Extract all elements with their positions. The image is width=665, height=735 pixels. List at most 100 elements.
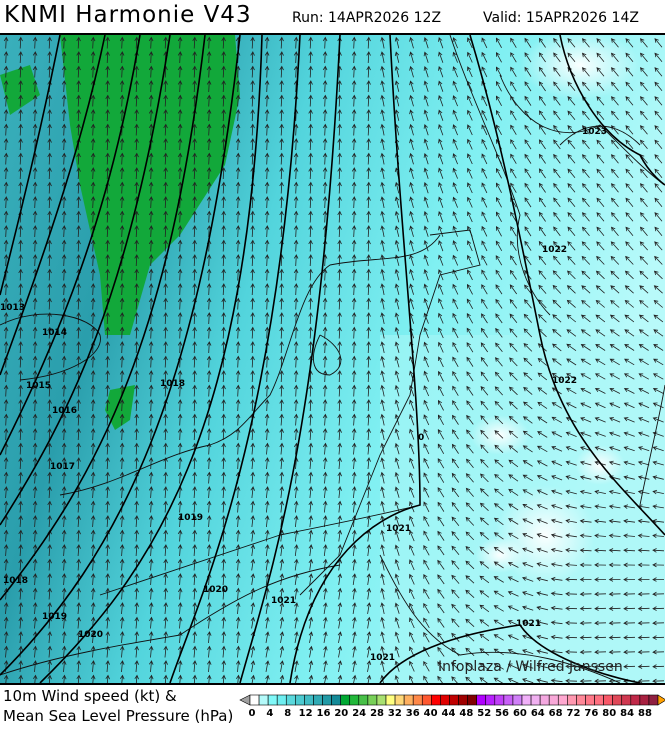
wind-arrow: [493, 663, 504, 670]
wind-arrow: [61, 94, 67, 107]
wind-arrow: [466, 298, 474, 309]
legend-color-box: [557, 694, 568, 706]
wind-arrow: [177, 616, 183, 629]
wind-arrow: [452, 356, 459, 367]
wind-arrow: [250, 225, 255, 238]
wind-arrow: [366, 152, 371, 165]
wind-arrow: [308, 312, 313, 325]
wind-arrow: [624, 299, 634, 308]
wind-arrow: [192, 471, 197, 484]
wind-arrow: [192, 399, 197, 412]
wind-arrow: [76, 500, 81, 513]
wind-arrow: [536, 460, 548, 467]
wind-arrow: [609, 388, 621, 394]
wind-arrow: [119, 152, 125, 165]
wind-arrow: [3, 225, 9, 238]
wind-arrow: [134, 283, 139, 296]
wind-arrow: [192, 181, 197, 194]
wind-arrow: [524, 240, 532, 251]
wind-arrow: [510, 52, 517, 63]
wind-arrow: [235, 384, 241, 397]
wind-arrow: [551, 358, 562, 366]
wind-arrow: [294, 544, 299, 557]
wind-arrow: [579, 635, 592, 640]
wind-arrow: [409, 414, 415, 426]
wind-arrow: [76, 355, 81, 368]
wind-arrow: [308, 152, 313, 165]
wind-arrow: [264, 428, 270, 441]
wind-arrow: [337, 544, 343, 557]
wind-arrow: [235, 645, 241, 658]
wind-arrow: [409, 225, 414, 237]
wind-arrow: [293, 428, 299, 441]
wind-arrow: [595, 344, 606, 351]
wind-arrow: [352, 660, 357, 672]
wind-arrow: [522, 460, 533, 467]
wind-arrow: [366, 428, 371, 441]
legend-color-box: [621, 694, 632, 706]
wind-arrow: [608, 533, 621, 539]
wind-arrow: [264, 326, 270, 339]
wind-arrow: [366, 167, 371, 180]
wind-arrow: [581, 139, 590, 149]
wind-arrow: [221, 312, 226, 325]
wind-arrow: [451, 545, 460, 555]
wind-arrow: [565, 518, 577, 524]
wind-arrow: [566, 314, 577, 323]
wind-arrow: [524, 37, 532, 48]
wind-arrow: [119, 442, 125, 455]
wind-arrow: [177, 457, 183, 470]
wind-arrow: [494, 357, 503, 367]
wind-arrow: [639, 110, 648, 120]
isobar-label: 1022: [542, 245, 567, 255]
wind-arrow: [90, 515, 96, 528]
wind-arrow: [163, 181, 168, 194]
wind-arrow: [177, 36, 183, 49]
wind-arrow: [90, 355, 96, 368]
wind-arrow: [423, 399, 430, 411]
wind-arrow: [380, 616, 385, 629]
wind-arrow: [105, 268, 110, 281]
wind-arrow: [18, 341, 23, 354]
wind-arrow: [18, 558, 23, 571]
wind-arrow: [594, 606, 607, 611]
wind-arrow: [235, 457, 241, 470]
wind-arrow: [148, 616, 154, 629]
wind-arrow: [105, 370, 110, 383]
wind-arrow: [3, 500, 9, 513]
wind-arrow: [47, 645, 52, 658]
wind-arrow: [250, 297, 255, 310]
wind-arrow: [452, 153, 458, 165]
wind-arrow: [380, 196, 385, 208]
wind-arrow: [192, 326, 197, 339]
wind-arrow: [409, 196, 414, 208]
wind-arrow: [90, 573, 96, 586]
isobar-label: 1022: [552, 376, 577, 386]
wind-arrow: [565, 591, 578, 597]
wind-arrow: [394, 544, 400, 556]
wind-arrow: [394, 559, 400, 571]
wind-arrow: [177, 80, 183, 93]
wind-arrow: [409, 51, 414, 63]
wind-arrow: [351, 109, 357, 122]
legend-title-pressure: Mean Sea Level Pressure (hPa): [3, 707, 234, 725]
wind-arrow: [481, 196, 488, 208]
wind-arrow: [566, 343, 577, 352]
wind-arrow: [279, 297, 284, 310]
wind-speed-color-scale: 0 4 8 12 16 20 24 28 32 36 40 44 48 52 56 60 64 68 72 76 80 8…: [239, 694, 665, 719]
wind-arrow: [221, 645, 226, 658]
wind-arrow: [380, 326, 385, 339]
wind-arrow: [105, 384, 110, 397]
wind-arrow: [596, 241, 605, 251]
wind-arrow: [595, 299, 605, 308]
wind-arrow: [479, 619, 490, 627]
wind-arrow: [437, 472, 445, 483]
wind-arrow: [76, 573, 81, 586]
wind-arrow: [18, 384, 23, 397]
wind-arrow: [134, 616, 139, 629]
wind-arrow: [596, 67, 605, 77]
wind-arrow: [394, 631, 400, 643]
wind-arrow: [192, 36, 197, 49]
wind-arrow: [351, 225, 357, 238]
wind-arrow: [596, 226, 605, 236]
